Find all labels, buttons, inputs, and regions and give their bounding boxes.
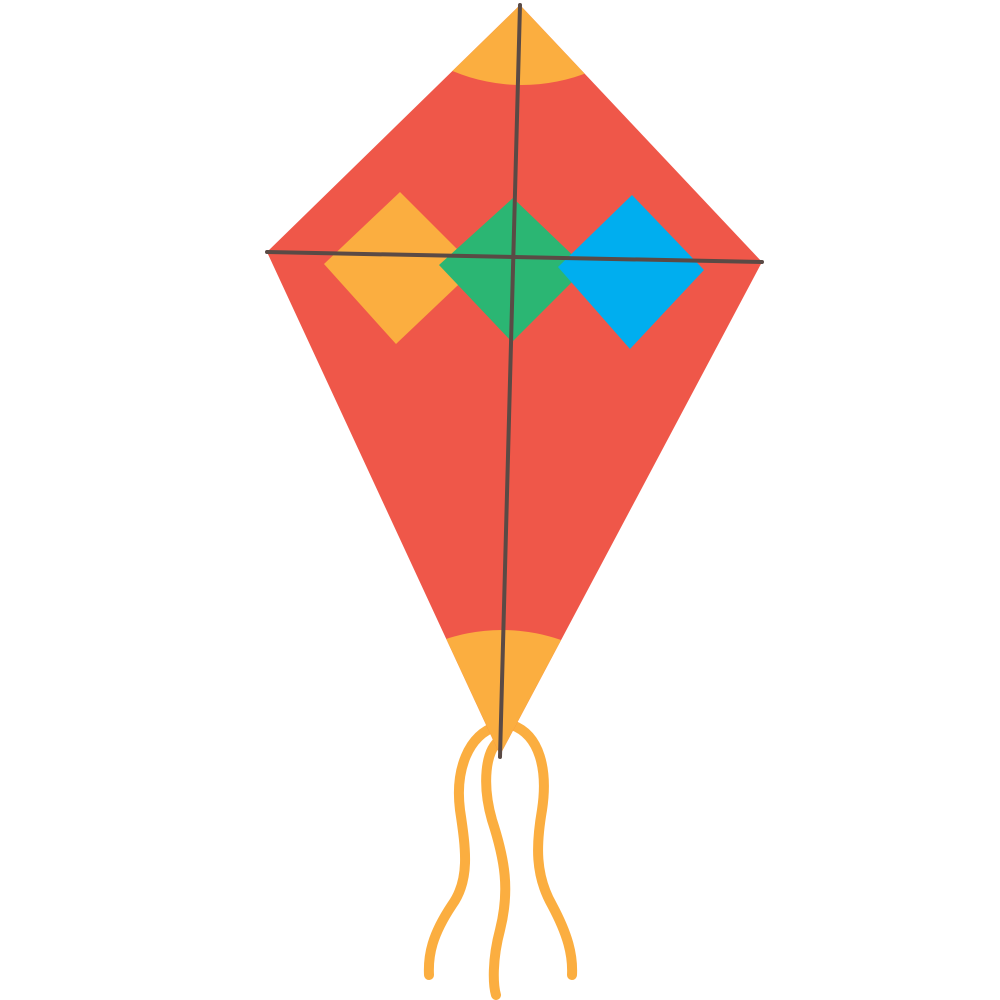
tail-ribbon-left [423, 721, 502, 980]
top-tip-accent [342, 5, 702, 85]
kite-tails [423, 720, 578, 1000]
tail-ribbon-middle [481, 735, 511, 1000]
kite-spars [265, 3, 764, 759]
horizontal-spar [265, 250, 764, 264]
vertical-spar [498, 3, 522, 759]
diamond-orange [324, 192, 476, 344]
diamond-blue [558, 195, 704, 349]
kite-body [267, 5, 762, 755]
tail-ribbon-right [507, 720, 578, 980]
